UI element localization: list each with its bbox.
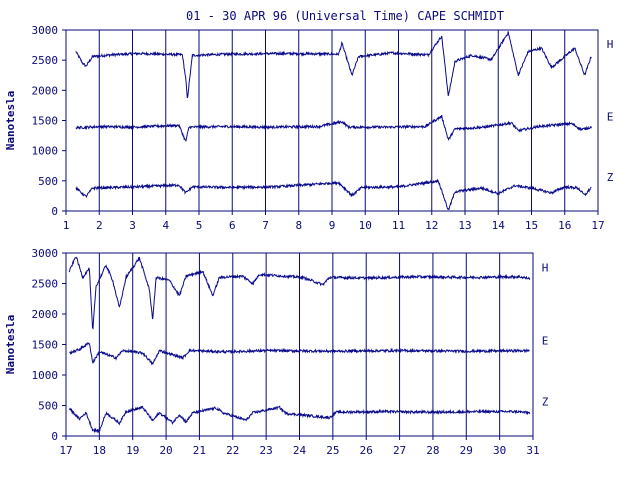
panel-bottom-xtick-label: 27 (393, 444, 406, 457)
panel-top-xtick-label: 8 (295, 219, 302, 232)
panel-bottom-xtick-label: 25 (326, 444, 339, 457)
panel-top-series-label-z: Z (607, 171, 614, 184)
panel-bottom-xtick-label: 26 (360, 444, 373, 457)
panel-top-xtick-label: 13 (458, 219, 471, 232)
panel-top-series-label-e: E (607, 111, 614, 124)
panel-bottom-ytick-label: 500 (38, 400, 58, 413)
panel-bottom-ytick-label: 1500 (32, 339, 59, 352)
panel-bottom-series-label-z: Z (542, 396, 549, 409)
panel-top-ytick-label: 3000 (32, 24, 59, 37)
panel-bottom-xtick-label: 29 (460, 444, 473, 457)
panel-top-ytick-label: 1000 (32, 145, 59, 158)
panel-top-xtick-label: 16 (558, 219, 571, 232)
panel-top-xtick-label: 3 (129, 219, 136, 232)
panel-top-trace-z (75, 178, 592, 211)
panel-bottom-xtick-label: 23 (260, 444, 273, 457)
panel-bottom-trace-e (69, 342, 530, 366)
panel-top-xtick-label: 6 (229, 219, 236, 232)
panel-top-ytick-label: 0 (51, 205, 58, 218)
panel-top-xtick-label: 9 (329, 219, 336, 232)
panel-bottom-xtick-label: 24 (293, 444, 307, 457)
panel-bottom-ytick-label: 2500 (32, 278, 59, 291)
panel-bottom-xtick-label: 19 (126, 444, 139, 457)
panel-bottom-ytick-label: 0 (51, 430, 58, 443)
panel-bottom-ytick-label: 3000 (32, 247, 59, 260)
panel-bottom-xtick-label: 30 (493, 444, 506, 457)
panel-bottom-xtick-label: 31 (526, 444, 539, 457)
panel-top-trace-e (75, 114, 592, 142)
panel-top-ylabel: Nanotesla (4, 91, 17, 151)
panel-top-xtick-label: 10 (359, 219, 372, 232)
panel-bottom-series-label-e: E (542, 335, 549, 348)
panel-bottom-trace-z (68, 405, 531, 434)
panel-bottom-xtick-label: 17 (59, 444, 72, 457)
panel-bottom-xtick-label: 21 (193, 444, 206, 457)
panel-bottom-trace-h (68, 256, 531, 330)
panel-bottom-xtick-label: 18 (93, 444, 106, 457)
panel-bottom-xtick-label: 20 (159, 444, 172, 457)
panel-top-trace-h (75, 31, 592, 99)
panel-bottom-xtick-label: 28 (426, 444, 439, 457)
panel-top-ytick-label: 500 (38, 175, 58, 188)
panel-top-xtick-label: 7 (262, 219, 269, 232)
panel-bottom-series-label-h: H (542, 261, 549, 274)
panel-bottom-xtick-label: 22 (226, 444, 239, 457)
panel-top-xtick-label: 15 (525, 219, 538, 232)
panel-top-xtick-label: 4 (162, 219, 169, 232)
panel-bottom-ylabel: Nanotesla (4, 315, 17, 375)
panel-top-ytick-label: 1500 (32, 115, 59, 128)
panel-top-ytick-label: 2500 (32, 54, 59, 67)
panel-top-xtick-label: 5 (196, 219, 203, 232)
panel-top-xtick-label: 12 (425, 219, 438, 232)
panel-top-series-label-h: H (607, 38, 614, 51)
panel-bottom-ytick-label: 1000 (32, 369, 59, 382)
panel-top-xtick-label: 2 (96, 219, 103, 232)
panel-top-xtick-label: 1 (63, 219, 70, 232)
panel-top-ytick-label: 2000 (32, 84, 59, 97)
chart-title: 01 - 30 APR 96 (Universal Time) CAPE SCH… (186, 9, 504, 23)
panel-top-xtick-label: 17 (591, 219, 604, 232)
panel-bottom-ytick-label: 2000 (32, 308, 59, 321)
panel-top-xtick-label: 14 (492, 219, 506, 232)
panel-top-xtick-label: 11 (392, 219, 405, 232)
